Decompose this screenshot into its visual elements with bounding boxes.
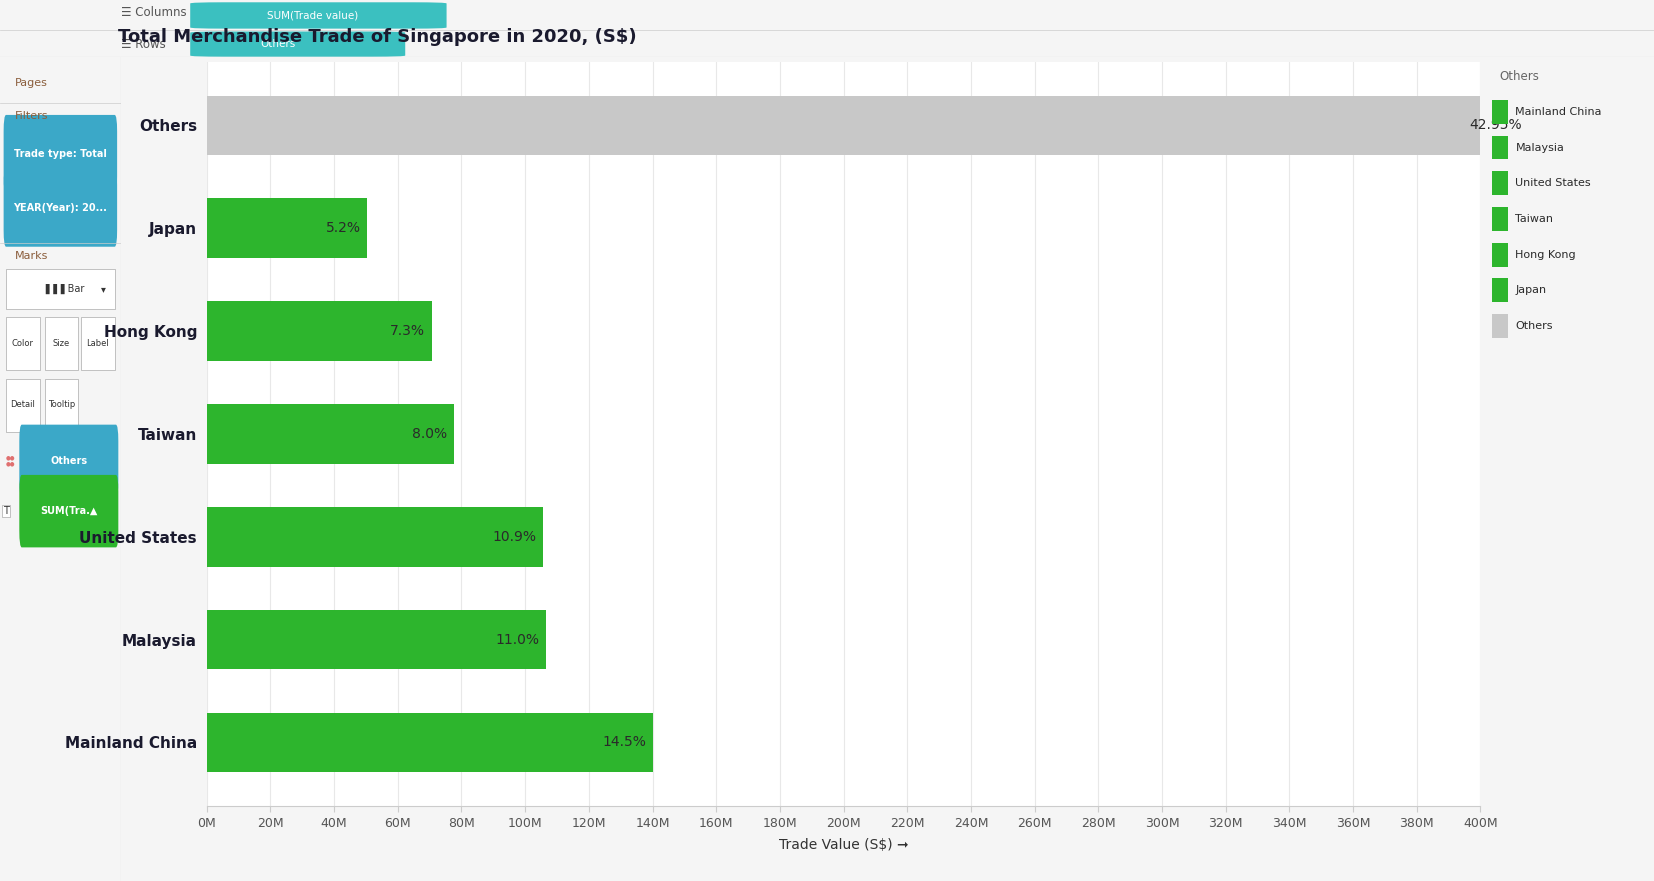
- Text: Detail: Detail: [10, 400, 35, 410]
- Text: SUM(Trade value): SUM(Trade value): [266, 11, 359, 20]
- Bar: [1492, 207, 1508, 231]
- FancyBboxPatch shape: [45, 379, 78, 432]
- FancyBboxPatch shape: [190, 32, 405, 56]
- Text: Marks: Marks: [15, 251, 48, 261]
- Text: 14.5%: 14.5%: [602, 736, 647, 750]
- Text: ▐▐▐ Bar: ▐▐▐ Bar: [43, 284, 84, 294]
- Text: Pages: Pages: [15, 78, 48, 88]
- Text: ▾: ▾: [101, 284, 106, 293]
- FancyBboxPatch shape: [7, 269, 114, 308]
- Bar: [207, 507, 543, 566]
- Text: Size: Size: [53, 338, 69, 348]
- Text: Others: Others: [260, 39, 296, 49]
- FancyBboxPatch shape: [7, 317, 40, 370]
- Bar: [207, 301, 432, 361]
- Bar: [207, 713, 652, 773]
- Bar: [207, 404, 453, 463]
- Text: ☰ Columns: ☰ Columns: [121, 6, 187, 19]
- Text: 42.95%: 42.95%: [1469, 118, 1522, 132]
- Text: Total Merchandise Trade of Singapore in 2020, (S$): Total Merchandise Trade of Singapore in …: [117, 28, 637, 46]
- Bar: [1492, 278, 1508, 302]
- Text: Tooltip: Tooltip: [48, 400, 74, 410]
- FancyBboxPatch shape: [3, 168, 117, 247]
- Text: Label: Label: [86, 338, 109, 348]
- Text: T: T: [3, 507, 8, 516]
- Text: Trade type: Total: Trade type: Total: [13, 150, 108, 159]
- Bar: [207, 610, 546, 670]
- Bar: [207, 95, 1528, 155]
- Text: Others: Others: [1515, 321, 1553, 331]
- Bar: [1492, 100, 1508, 124]
- FancyBboxPatch shape: [45, 317, 78, 370]
- Text: Malaysia: Malaysia: [1515, 143, 1565, 152]
- Text: 5.2%: 5.2%: [326, 221, 361, 235]
- Text: Hong Kong: Hong Kong: [1515, 249, 1576, 260]
- FancyBboxPatch shape: [3, 115, 117, 193]
- Bar: [1492, 315, 1508, 338]
- Text: ≡: ≡: [380, 39, 390, 49]
- Text: Japan: Japan: [1515, 285, 1546, 295]
- Text: Others: Others: [50, 455, 88, 466]
- FancyBboxPatch shape: [7, 379, 40, 432]
- Bar: [1492, 136, 1508, 159]
- Text: Taiwan: Taiwan: [1515, 214, 1553, 224]
- Text: 10.9%: 10.9%: [493, 529, 536, 544]
- Text: ☰ Rows: ☰ Rows: [121, 38, 165, 51]
- Text: Mainland China: Mainland China: [1515, 107, 1603, 117]
- X-axis label: Trade Value (S$) ➞: Trade Value (S$) ➞: [779, 838, 908, 852]
- FancyBboxPatch shape: [20, 475, 119, 547]
- Text: Filters: Filters: [15, 111, 48, 121]
- Text: 7.3%: 7.3%: [390, 324, 425, 338]
- FancyBboxPatch shape: [81, 317, 114, 370]
- Text: Color: Color: [12, 338, 35, 348]
- Text: ●●
●●: ●● ●●: [7, 455, 15, 466]
- Bar: [1492, 243, 1508, 267]
- Text: Others: Others: [1500, 70, 1540, 83]
- FancyBboxPatch shape: [190, 3, 447, 28]
- Text: 11.0%: 11.0%: [496, 633, 539, 647]
- Text: 8.0%: 8.0%: [412, 427, 447, 440]
- Text: YEAR(Year): 20...: YEAR(Year): 20...: [13, 203, 108, 213]
- Text: United States: United States: [1515, 178, 1591, 189]
- Text: SUM(Tra.▲: SUM(Tra.▲: [40, 507, 98, 516]
- FancyBboxPatch shape: [20, 425, 119, 497]
- Bar: [1492, 171, 1508, 195]
- Bar: [207, 198, 367, 258]
